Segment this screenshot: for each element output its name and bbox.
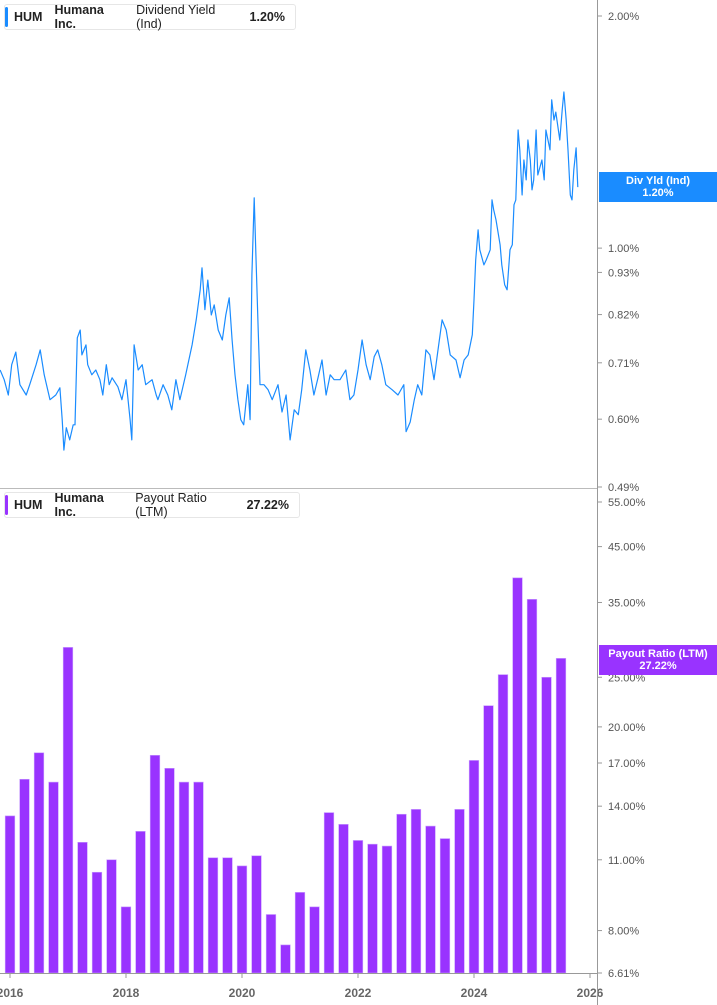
legend-company: Humana Inc.: [54, 3, 104, 31]
payout-bar: [367, 843, 378, 974]
payout-bar: [512, 577, 523, 974]
y-tick-label: 6.61%: [608, 968, 639, 980]
payout-bar: [77, 841, 88, 974]
payout-bar: [454, 809, 465, 974]
y-tick-label: 35.00%: [608, 597, 646, 609]
payout-bar: [91, 871, 103, 974]
payout-bar: [265, 914, 277, 974]
payout-bar: [19, 778, 30, 974]
legend-color-swatch: [5, 495, 8, 515]
current-yield-tag: Div Yld (Ind) 1.20%: [599, 172, 717, 202]
legend-value: 1.20%: [249, 10, 285, 24]
y-tick-label: 0.82%: [608, 310, 639, 322]
payout-bar: [555, 658, 567, 974]
payout-bar: [106, 859, 117, 974]
legend-company: Humana Inc.: [54, 491, 104, 519]
y-tick-label: 0.60%: [608, 414, 639, 426]
payout-bar: [338, 824, 349, 974]
legend-metric: Dividend Yield (Ind): [136, 3, 216, 31]
y-tick-label: 45.00%: [608, 542, 646, 554]
tag-label: Payout Ratio (LTM): [608, 648, 708, 660]
bottom-legend: HUM Humana Inc. Payout Ratio (LTM) 27.22…: [4, 491, 300, 519]
payout-bar: [483, 705, 494, 974]
payout-bar: [439, 838, 451, 974]
x-tick-label: 2024: [461, 986, 488, 1000]
x-tick-label: 2022: [345, 986, 372, 1000]
current-payout-tag: Payout Ratio (LTM) 27.22%: [599, 645, 717, 675]
payout-bar: [207, 857, 219, 974]
payout-bar: [164, 768, 175, 974]
x-tick-label: 2018: [113, 986, 140, 1000]
legend-value: 27.22%: [246, 498, 289, 512]
payout-bar: [323, 812, 335, 974]
payout-bar: [541, 676, 552, 974]
payout-bars: [4, 577, 567, 974]
payout-bar: [193, 781, 204, 974]
y-tick-label: 11.00%: [608, 855, 645, 867]
payout-bar: [149, 754, 161, 974]
y-tick-label: 0.49%: [608, 482, 639, 494]
x-axis: 2016 2018 2020 2022 2024 2026: [0, 973, 604, 1000]
y-tick-label: 1.00%: [608, 243, 639, 255]
payout-bar: [62, 647, 74, 974]
tag-value: 1.20%: [642, 187, 674, 199]
top-legend: HUM Humana Inc. Dividend Yield (Ind) 1.2…: [4, 3, 296, 31]
x-tick-label: 2026: [577, 986, 604, 1000]
x-tick-label: 2016: [0, 986, 24, 1000]
y-tick-label: 0.93%: [608, 267, 639, 279]
y-tick-label: 8.00%: [608, 926, 639, 938]
bottom-y-axis: 55.00% 45.00% 35.00% 25.00% 20.00% 17.00% 14.0…: [597, 497, 646, 980]
y-tick-label: 20.00%: [608, 722, 646, 734]
legend-ticker: HUM: [14, 498, 43, 512]
payout-bar: [251, 855, 262, 974]
y-tick-label: 25.00%: [608, 672, 646, 684]
legend-ticker: HUM: [14, 10, 43, 24]
payout-bar: [135, 831, 146, 974]
legend-color-swatch: [5, 7, 8, 27]
payout-bar: [236, 865, 248, 974]
payout-bar: [33, 752, 45, 974]
payout-bar: [120, 906, 132, 974]
payout-bar: [425, 825, 436, 974]
dividend-yield-line: [0, 91, 579, 451]
top-y-axis: 2.00% 1.00% 0.93% 0.82% 0.71% 0.60% 0.49%: [597, 11, 639, 494]
payout-bar: [309, 906, 320, 974]
payout-bar: [468, 760, 480, 974]
payout-bar: [178, 781, 190, 974]
payout-bar: [222, 857, 233, 974]
y-tick-label: 2.00%: [608, 11, 639, 23]
payout-bar: [48, 781, 59, 974]
x-tick-label: 2020: [229, 986, 256, 1000]
payout-bar: [352, 840, 364, 974]
legend-metric: Payout Ratio (LTM): [135, 491, 207, 519]
y-tick-label: 17.00%: [608, 758, 646, 770]
payout-bar: [526, 599, 538, 974]
payout-bar: [396, 813, 407, 974]
y-tick-label: 14.00%: [608, 801, 646, 813]
payout-bar: [410, 809, 422, 974]
payout-bar: [497, 674, 509, 974]
tag-value: 27.22%: [639, 660, 677, 672]
tag-label: Div Yld (Ind): [626, 175, 690, 187]
payout-bar: [4, 815, 16, 974]
y-tick-label: 55.00%: [608, 497, 646, 509]
payout-bar: [381, 845, 393, 974]
y-tick-label: 0.71%: [608, 358, 639, 370]
payout-bar: [280, 944, 291, 974]
payout-bar: [294, 892, 306, 974]
